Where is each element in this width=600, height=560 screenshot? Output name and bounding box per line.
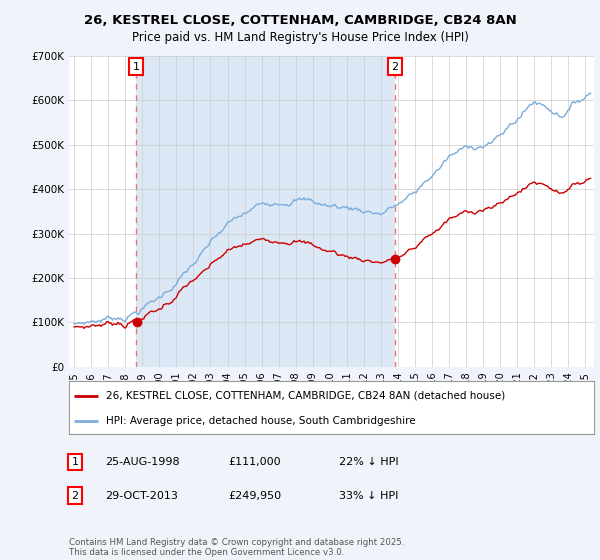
Bar bbox=[136, 56, 395, 367]
Text: 26, KESTREL CLOSE, COTTENHAM, CAMBRIDGE, CB24 8AN (detached house): 26, KESTREL CLOSE, COTTENHAM, CAMBRIDGE,… bbox=[106, 391, 505, 401]
Text: 25-AUG-1998: 25-AUG-1998 bbox=[105, 457, 179, 467]
Text: HPI: Average price, detached house, South Cambridgeshire: HPI: Average price, detached house, Sout… bbox=[106, 416, 415, 426]
Text: Price paid vs. HM Land Registry's House Price Index (HPI): Price paid vs. HM Land Registry's House … bbox=[131, 31, 469, 44]
Text: Contains HM Land Registry data © Crown copyright and database right 2025.
This d: Contains HM Land Registry data © Crown c… bbox=[69, 538, 404, 557]
Text: £249,950: £249,950 bbox=[228, 491, 281, 501]
Text: £111,000: £111,000 bbox=[228, 457, 281, 467]
Text: 1: 1 bbox=[133, 62, 140, 72]
Text: 2: 2 bbox=[71, 491, 79, 501]
Text: 22% ↓ HPI: 22% ↓ HPI bbox=[339, 457, 398, 467]
Text: 26, KESTREL CLOSE, COTTENHAM, CAMBRIDGE, CB24 8AN: 26, KESTREL CLOSE, COTTENHAM, CAMBRIDGE,… bbox=[83, 14, 517, 27]
Text: 2: 2 bbox=[392, 62, 398, 72]
Text: 29-OCT-2013: 29-OCT-2013 bbox=[105, 491, 178, 501]
Text: 33% ↓ HPI: 33% ↓ HPI bbox=[339, 491, 398, 501]
Text: 1: 1 bbox=[71, 457, 79, 467]
